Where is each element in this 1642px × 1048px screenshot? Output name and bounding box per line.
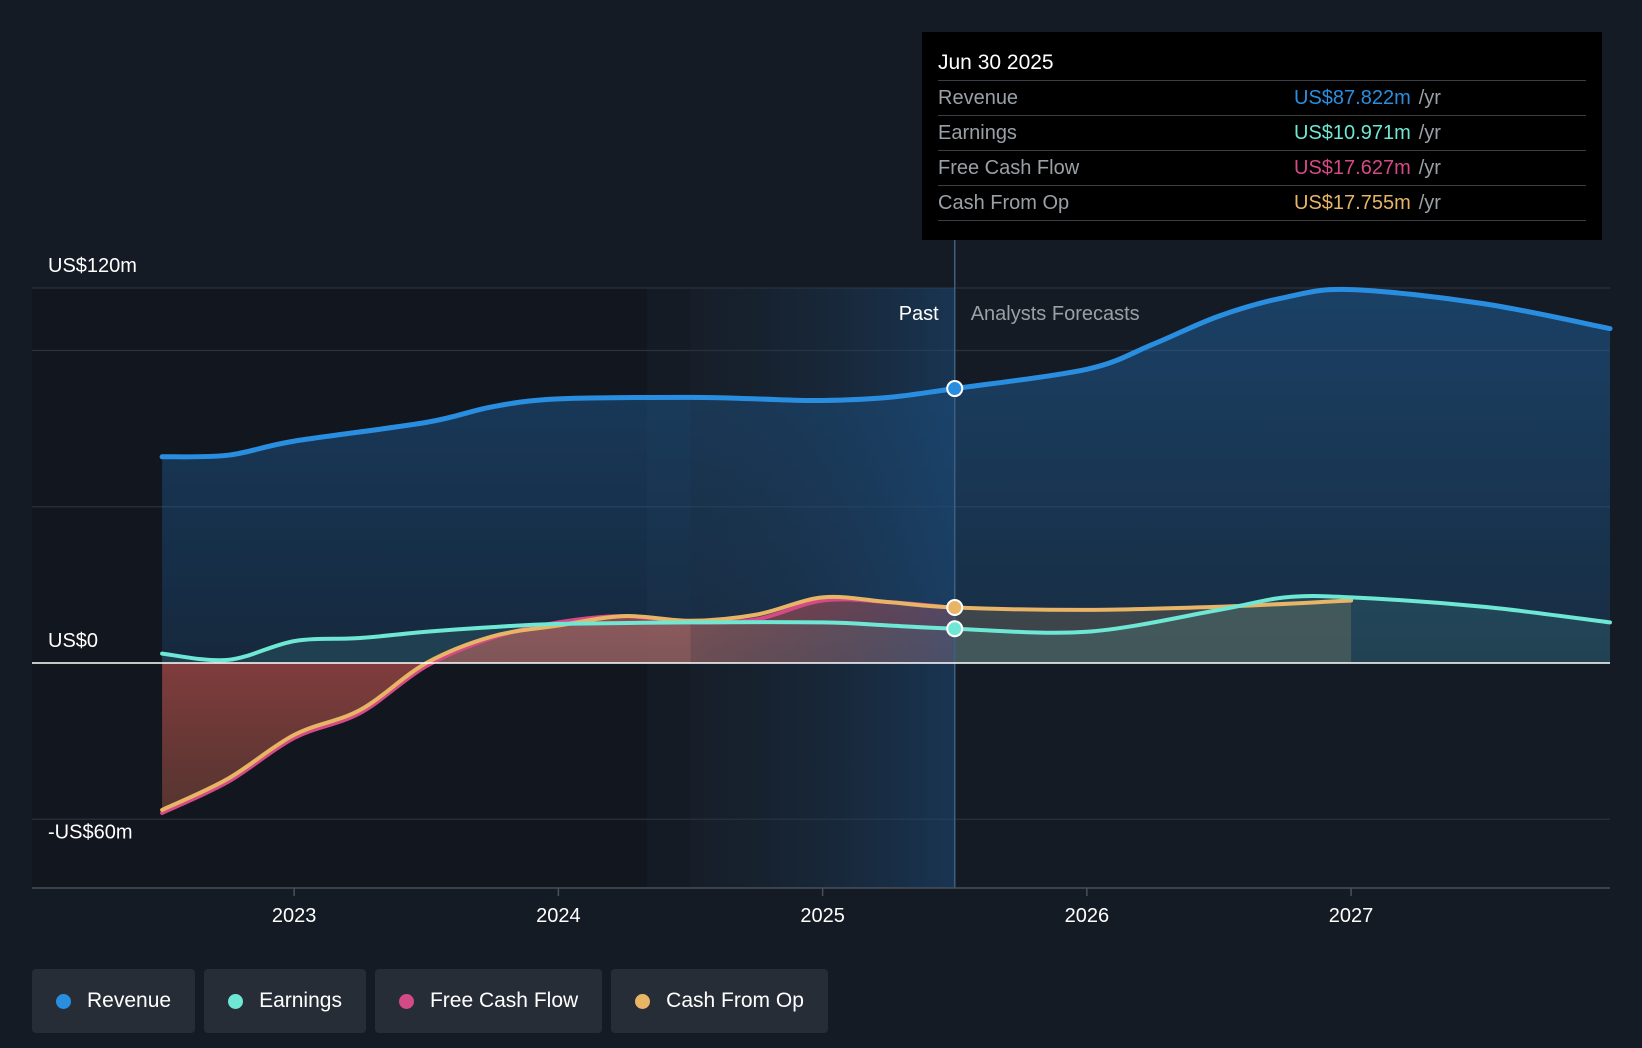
tooltip-row-free-cash-flow: Free Cash Flow US$17.627m /yr (938, 151, 1586, 186)
past-label: Past (899, 303, 939, 325)
y-tick-label: US$120m (48, 255, 137, 277)
earnings-dot-icon (228, 993, 244, 1009)
y-tick-label: -US$60m (48, 822, 132, 844)
tooltip-row-unit: /yr (1418, 87, 1441, 109)
legend-label: Cash From Op (666, 989, 804, 1012)
tooltip-row-value: US$17.755m (1294, 192, 1411, 214)
revenue-marker (946, 380, 964, 398)
tooltip-date: Jun 30 2025 (938, 48, 1586, 81)
legend-item-revenue[interactable]: Revenue (32, 969, 196, 1033)
x-tick-label: 2025 (800, 905, 845, 927)
cash-from-op-marker (946, 599, 964, 617)
x-tick-label: 2026 (1065, 905, 1110, 927)
x-tick-label: 2024 (536, 905, 581, 927)
legend-item-earnings[interactable]: Earnings (204, 969, 366, 1033)
y-axis-labels: US$120m US$0 -US$60m (48, 255, 137, 844)
series-lines (159, 286, 1613, 815)
x-tick-label: 2023 (272, 905, 317, 927)
tooltip-row-cash-from-op: Cash From Op US$17.755m /yr (938, 186, 1586, 221)
tooltip-row-name: Cash From Op (938, 192, 1070, 214)
tooltip: Jun 30 2025 Revenue US$87.822m /yr Earni… (922, 32, 1602, 240)
tooltip-row-value: US$17.627m (1294, 157, 1411, 179)
tooltip-row-name: Free Cash Flow (938, 157, 1080, 179)
earnings-line (160, 594, 1612, 663)
revenue-dot-icon (56, 993, 71, 1009)
tooltip-row-name: Earnings (938, 122, 1017, 144)
tooltip-row-unit: /yr (1418, 192, 1441, 214)
tooltip-row-name: Revenue (938, 87, 1019, 109)
legend: Revenue Earnings Free Cash Flow Cash Fro… (32, 969, 828, 1033)
forecast-label: Analysts Forecasts (971, 303, 1140, 325)
series-markers (946, 380, 964, 638)
tooltip-row-value: US$87.822m (1294, 87, 1411, 109)
legend-item-cash-from-op[interactable]: Cash From Op (611, 969, 828, 1033)
tooltip-row-unit: /yr (1418, 157, 1441, 179)
tooltip-row-unit: /yr (1418, 122, 1441, 144)
y-tick-label: US$0 (48, 630, 98, 652)
tooltip-row-value: US$10.971m (1294, 122, 1411, 144)
tooltip-row-earnings: Earnings US$10.971m /yr (938, 116, 1586, 151)
legend-item-free-cash-flow[interactable]: Free Cash Flow (374, 969, 603, 1033)
x-axis-labels: 2023 2024 2025 2026 2027 (272, 888, 1373, 927)
cash-from-op-dot-icon (635, 993, 651, 1009)
past-shade (690, 288, 955, 888)
legend-label: Free Cash Flow (429, 989, 579, 1012)
legend-label: Revenue (87, 989, 172, 1012)
tooltip-row-revenue: Revenue US$87.822m /yr (938, 81, 1586, 116)
legend-label: Earnings (259, 989, 342, 1012)
earnings-marker (946, 620, 964, 638)
x-tick-label: 2027 (1329, 905, 1374, 927)
free-cash-flow-dot-icon (398, 993, 414, 1009)
revenue-line (159, 286, 1613, 460)
